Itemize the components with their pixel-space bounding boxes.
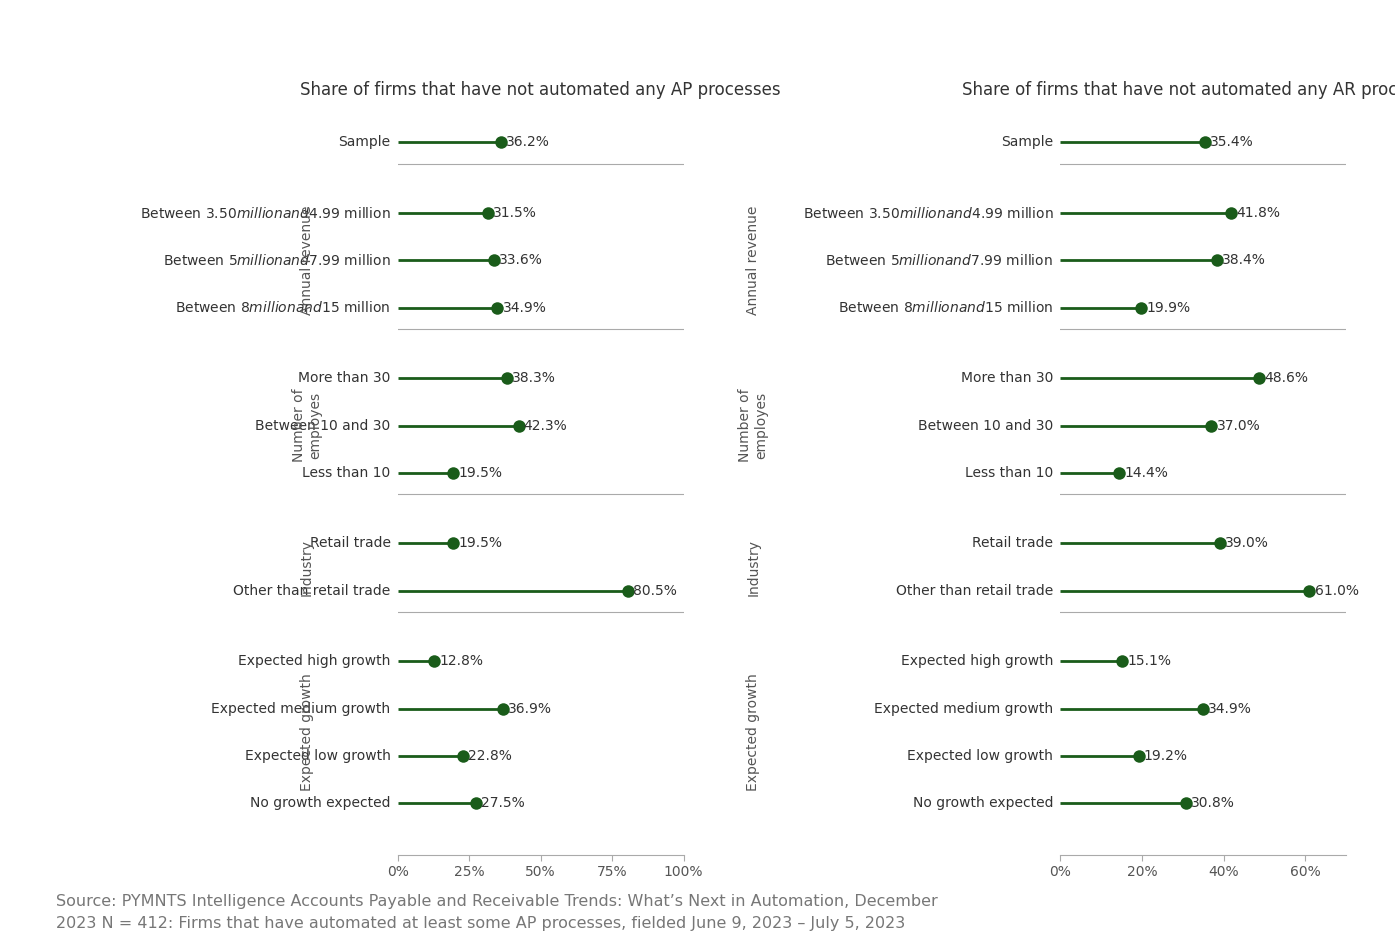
Text: 36.9%: 36.9% xyxy=(508,702,552,715)
Text: Number of
employes: Number of employes xyxy=(738,389,769,463)
Text: Expected low growth: Expected low growth xyxy=(907,749,1053,763)
Text: 12.8%: 12.8% xyxy=(439,655,483,669)
Text: 19.5%: 19.5% xyxy=(459,466,502,480)
Text: 31.5%: 31.5% xyxy=(492,206,537,220)
Text: Between $5 million and $7.99 million: Between $5 million and $7.99 million xyxy=(163,253,391,268)
Text: 30.8%: 30.8% xyxy=(1191,796,1235,810)
Text: 61.0%: 61.0% xyxy=(1314,583,1359,598)
Text: Less than 10: Less than 10 xyxy=(965,466,1053,480)
Text: Expected high growth: Expected high growth xyxy=(901,655,1053,669)
Text: Between $8 million and $15 million: Between $8 million and $15 million xyxy=(838,300,1053,315)
Text: Other than retail trade: Other than retail trade xyxy=(233,583,391,598)
Text: 15.1%: 15.1% xyxy=(1127,655,1170,669)
Text: 38.4%: 38.4% xyxy=(1222,254,1267,267)
Text: 34.9%: 34.9% xyxy=(1208,702,1251,715)
Text: Other than retail trade: Other than retail trade xyxy=(896,583,1053,598)
Text: 19.9%: 19.9% xyxy=(1147,300,1191,314)
Text: Less than 10: Less than 10 xyxy=(303,466,391,480)
Text: 48.6%: 48.6% xyxy=(1264,371,1309,386)
Text: No growth expected: No growth expected xyxy=(250,796,391,810)
Text: Expected medium growth: Expected medium growth xyxy=(875,702,1053,715)
Text: Expected growth: Expected growth xyxy=(746,674,760,791)
Text: Number of
employes: Number of employes xyxy=(292,389,322,463)
Text: 27.5%: 27.5% xyxy=(481,796,525,810)
Text: Retail trade: Retail trade xyxy=(310,537,391,550)
Text: No growth expected: No growth expected xyxy=(912,796,1053,810)
Text: Between $8 million and $15 million: Between $8 million and $15 million xyxy=(176,300,391,315)
Text: Sample: Sample xyxy=(339,135,391,149)
Text: 80.5%: 80.5% xyxy=(633,583,677,598)
Text: 14.4%: 14.4% xyxy=(1124,466,1168,480)
Text: Expected medium growth: Expected medium growth xyxy=(212,702,391,715)
Text: Expected high growth: Expected high growth xyxy=(239,655,391,669)
Text: 34.9%: 34.9% xyxy=(502,300,547,314)
Text: 38.3%: 38.3% xyxy=(512,371,557,386)
Title: Share of firms that have not automated any AP processes: Share of firms that have not automated a… xyxy=(300,81,781,99)
Text: 19.2%: 19.2% xyxy=(1144,749,1187,763)
Title: Share of firms that have not automated any AR processes: Share of firms that have not automated a… xyxy=(963,81,1395,99)
Text: Between $3.50 million and $4.99 million: Between $3.50 million and $4.99 million xyxy=(140,205,391,220)
Text: Industry: Industry xyxy=(746,539,760,596)
Text: Industry: Industry xyxy=(300,539,314,596)
Text: Source: PYMNTS Intelligence Accounts Payable and Receivable Trends: What’s Next : Source: PYMNTS Intelligence Accounts Pay… xyxy=(56,894,937,931)
Text: 19.5%: 19.5% xyxy=(459,537,502,550)
Text: Between $5 million and $7.99 million: Between $5 million and $7.99 million xyxy=(826,253,1053,268)
Text: 37.0%: 37.0% xyxy=(1216,419,1260,432)
Text: Expected growth: Expected growth xyxy=(300,674,314,791)
Text: 22.8%: 22.8% xyxy=(467,749,512,763)
Text: 36.2%: 36.2% xyxy=(506,135,550,149)
Text: 42.3%: 42.3% xyxy=(523,419,568,432)
Text: Retail trade: Retail trade xyxy=(972,537,1053,550)
Text: 33.6%: 33.6% xyxy=(499,254,543,267)
Text: Between 10 and 30: Between 10 and 30 xyxy=(255,419,391,432)
Text: Annual revenue: Annual revenue xyxy=(746,205,760,315)
Text: 35.4%: 35.4% xyxy=(1209,135,1254,149)
Text: Annual revenue: Annual revenue xyxy=(300,205,314,315)
Text: More than 30: More than 30 xyxy=(299,371,391,386)
Text: Expected low growth: Expected low growth xyxy=(244,749,391,763)
Text: More than 30: More than 30 xyxy=(961,371,1053,386)
Text: 39.0%: 39.0% xyxy=(1225,537,1268,550)
Text: 41.8%: 41.8% xyxy=(1236,206,1281,220)
Text: Between 10 and 30: Between 10 and 30 xyxy=(918,419,1053,432)
Text: Between $3.50 million and $4.99 million: Between $3.50 million and $4.99 million xyxy=(802,205,1053,220)
Text: Sample: Sample xyxy=(1002,135,1053,149)
